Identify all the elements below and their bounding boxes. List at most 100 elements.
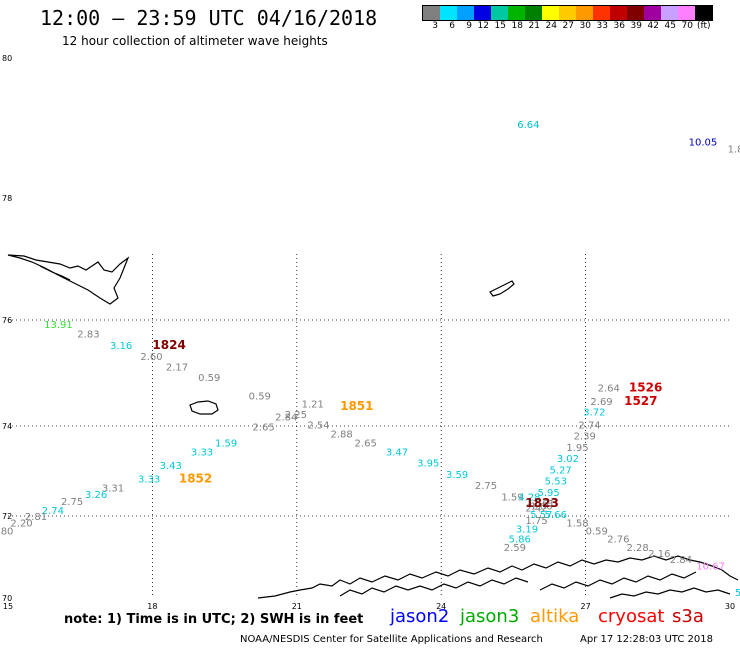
wave-height-label: 6.64: [517, 120, 539, 131]
wave-height-label: 5: [735, 588, 740, 599]
wave-height-label: 2.84: [670, 555, 692, 566]
pass-time-label: 1527: [624, 394, 657, 408]
wave-height-label: 2.65: [355, 438, 377, 449]
scale-label: 15: [494, 21, 506, 31]
norway-coast-3: [539, 571, 697, 591]
scale-swatch: [457, 6, 474, 20]
wave-height-label: 3.33: [191, 447, 213, 458]
scale-swatch: [610, 6, 627, 20]
wave-height-label: 3.95: [417, 459, 439, 470]
wave-height-label: 2.75: [61, 497, 83, 508]
scale-swatch: [440, 6, 457, 20]
wave-height-label: 3.59: [446, 470, 468, 481]
wave-height-label: 2.88: [330, 429, 352, 440]
wave-height-label: 0.59: [249, 392, 271, 403]
wave-height-label: 2.16: [648, 549, 670, 560]
scale-label: 3: [432, 21, 438, 31]
wave-height-label: 3.16: [110, 341, 132, 352]
wave-height-label: 10.67: [696, 561, 725, 572]
lat-tick-label: 78: [2, 194, 12, 203]
wave-height-label: 1.21: [302, 399, 324, 410]
wave-height-label: 2.39: [574, 432, 596, 443]
legend-s3a: s3a: [672, 606, 704, 627]
wave-height-label: 3.43: [160, 461, 182, 472]
wave-height-label: 5.95: [537, 488, 559, 499]
pass-time-label: 1824: [152, 338, 185, 352]
wave-height-label: 2.42: [525, 504, 547, 515]
footer-timestamp: Apr 17 12:28:03 UTC 2018: [580, 634, 713, 645]
scale-swatch: [525, 6, 542, 20]
wave-height-label: 5.27: [550, 465, 572, 476]
lat-tick-label: 72: [2, 512, 12, 521]
wave-height-label: 2.25: [285, 410, 307, 421]
wave-height-label: 3.26: [85, 490, 107, 501]
wave-height-label: 2.64: [598, 384, 620, 395]
scale-label: 42: [647, 21, 659, 31]
wave-height-label: 13.91: [44, 320, 73, 331]
wave-height-label: 3.19: [516, 524, 538, 535]
wave-height-label: 2.69: [590, 397, 612, 408]
scale-label: 36: [613, 21, 625, 31]
wave-height-label: 3.31: [102, 483, 124, 494]
page-subtitle: 12 hour collection of altimeter wave hei…: [62, 34, 328, 48]
lon-tick-label: 21: [292, 602, 302, 611]
scale-swatch: [542, 6, 559, 20]
wave-height-label: 2.75: [475, 481, 497, 492]
lon-tick-label: 15: [3, 602, 13, 611]
scale-label: 70: [681, 21, 693, 31]
lon-tick-label: 18: [147, 602, 157, 611]
scale-swatch: [661, 6, 678, 20]
scale-swatch: [593, 6, 610, 20]
scale-swatch: [508, 6, 525, 20]
wave-height-label: 2.83: [77, 329, 99, 340]
scale-label: 21: [528, 21, 540, 31]
wave-height-label: 5.53: [545, 477, 567, 488]
wave-height-label: 2.60: [140, 352, 162, 363]
wave-height-label: 2.17: [166, 362, 188, 373]
wave-height-label: 2.81: [25, 512, 47, 523]
wave-height-label: 2.54: [307, 420, 329, 431]
scale-label: 45: [664, 21, 676, 31]
wave-height-label: 2.74: [42, 506, 64, 517]
note-text: note: 1) Time is in UTC; 2) SWH is in fe…: [64, 612, 364, 627]
wave-height-label: 2.74: [578, 420, 600, 431]
wave-height-label: 1.95: [566, 443, 588, 454]
scale-label: 33: [596, 21, 608, 31]
scale-swatch: [644, 6, 661, 20]
lat-tick-label: 70: [2, 594, 12, 603]
scale-swatch: [627, 6, 644, 20]
svalbard-coast: [7, 254, 130, 305]
wave-height-label: 2.59: [504, 543, 526, 554]
lat-tick-label: 76: [2, 316, 12, 325]
lat-tick-label: 74: [2, 422, 12, 431]
footer-agency: NOAA/NESDIS Center for Satellite Applica…: [240, 634, 543, 645]
scale-swatch: [491, 6, 508, 20]
color-scale-bar: [422, 5, 713, 21]
wave-height-label: 5.57: [530, 510, 552, 521]
wave-height-label: 3.47: [386, 447, 408, 458]
scale-swatch: [423, 6, 440, 20]
wave-height-label: 2.76: [607, 535, 629, 546]
hopen-island: [489, 280, 515, 297]
norway-coast-4: [609, 587, 731, 599]
scale-swatch: [576, 6, 593, 20]
wave-height-label: 2.65: [253, 423, 275, 434]
wave-height-label: 5.66: [545, 510, 567, 521]
norway-coast-2: [339, 577, 529, 597]
color-scale-labels: 3 6 9 12 15 18 21 24 27 30 33 36 39 42 45 70 (ft): [422, 21, 712, 31]
wave-height-label: 1.59: [215, 438, 237, 449]
wave-height-label: 10.05: [689, 138, 718, 149]
wave-height-label: 4.28: [518, 492, 540, 503]
wave-height-label: 1.58: [566, 518, 588, 529]
wave-height-label: 3.72: [583, 407, 605, 418]
scale-label: 30: [579, 21, 591, 31]
wave-height-observations: 6.64 10.05 1.80 13.91 2.83 3.16 2.60 2.17 0.59 0.…: [0, 120, 740, 599]
wave-height-label: 3.33: [138, 474, 160, 485]
wave-height-label: 0.59: [198, 373, 220, 384]
pass-time-label: 1526: [629, 381, 662, 395]
scale-swatch: [695, 6, 712, 20]
wave-height-label: 2.20: [10, 518, 32, 529]
